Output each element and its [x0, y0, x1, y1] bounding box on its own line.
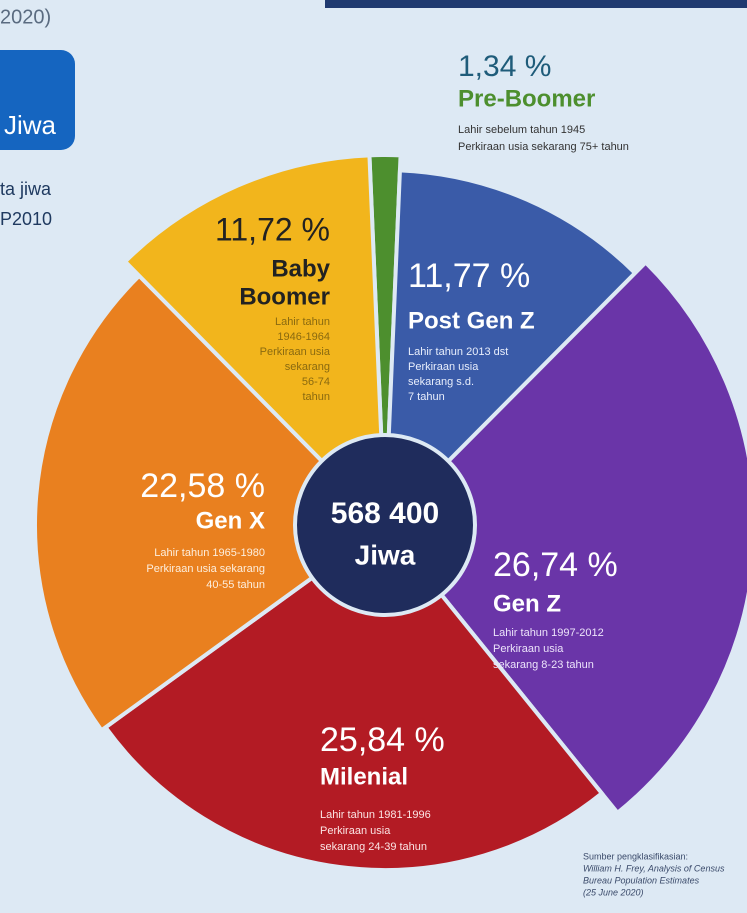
- top-bar: [325, 0, 747, 8]
- description: sekarang 8-23 tahun: [493, 659, 594, 671]
- source-line: William H. Frey, Analysis of Census: [583, 863, 725, 873]
- category-label: Boomer: [239, 283, 330, 310]
- description: Lahir tahun: [275, 316, 330, 328]
- description: tahun: [302, 391, 330, 403]
- value-label: 25,84 %: [320, 721, 445, 759]
- box-text: Jiwa: [4, 110, 57, 140]
- info-box: [0, 50, 75, 150]
- labels: 1,34 %Pre-Boomer Lahir sebelum tahun 1945…: [140, 50, 629, 853]
- description: 56-74: [302, 376, 330, 388]
- category-label: Pre-Boomer: [458, 85, 595, 112]
- year-fragment: 2020): [0, 6, 51, 28]
- source-line: Sumber pengklasifikasian:: [583, 851, 688, 861]
- category-label: Post Gen Z: [408, 307, 535, 334]
- category-label: Gen X: [196, 507, 265, 534]
- description: sekarang s.d.: [408, 376, 474, 388]
- description: Lahir tahun 1981-1996: [320, 809, 431, 821]
- description: Lahir tahun 2013 dst: [408, 346, 508, 358]
- value-label: 11,77 %: [408, 257, 530, 295]
- description: 7 tahun: [408, 391, 445, 403]
- source-line: Bureau Population Estimates: [583, 875, 700, 885]
- description: Perkiraan usia: [320, 825, 391, 837]
- description: Lahir sebelum tahun 1945: [458, 124, 585, 136]
- center-unit: Jiwa: [355, 539, 416, 570]
- description: sekarang 24-39 tahun: [320, 841, 427, 853]
- category-label: Milenial: [320, 763, 408, 790]
- source: Sumber pengklasifikasian: William H. Frey…: [583, 851, 725, 897]
- description: 40-55 tahun: [206, 579, 265, 591]
- value-label: 22,58 %: [140, 467, 265, 505]
- description: 1946-1964: [277, 331, 330, 343]
- pie: 568 400 Jiwa: [33, 153, 747, 872]
- description: Perkiraan usia: [408, 361, 479, 373]
- note-line: ta jiwa: [0, 179, 52, 199]
- description: Perkiraan usia sekarang: [146, 563, 265, 575]
- center-circle: [293, 433, 477, 617]
- pie-slice: [382, 168, 638, 531]
- note-line: P2010: [0, 209, 52, 229]
- description: Perkiraan usia sekarang 75+ tahun: [458, 141, 629, 153]
- pie-slice: [33, 272, 389, 734]
- description: Perkiraan usia: [260, 346, 331, 358]
- pie-slice: [102, 522, 605, 872]
- value-label: 11,72 %: [215, 211, 330, 247]
- source-line: (25 June 2020): [583, 887, 644, 897]
- category-label: Baby: [271, 255, 330, 282]
- description: Perkiraan usia: [493, 643, 564, 655]
- category-label: Gen Z: [493, 590, 561, 617]
- description: sekarang: [285, 361, 330, 373]
- center-value: 568 400: [331, 497, 439, 530]
- description: Lahir tahun 1997-2012: [493, 627, 604, 639]
- pie-slice: [122, 153, 388, 531]
- value-label: 26,74 %: [493, 546, 618, 584]
- pie-slice: [382, 259, 747, 816]
- value-label: 1,34 %: [458, 50, 551, 83]
- description: Lahir tahun 1965-1980: [154, 547, 265, 559]
